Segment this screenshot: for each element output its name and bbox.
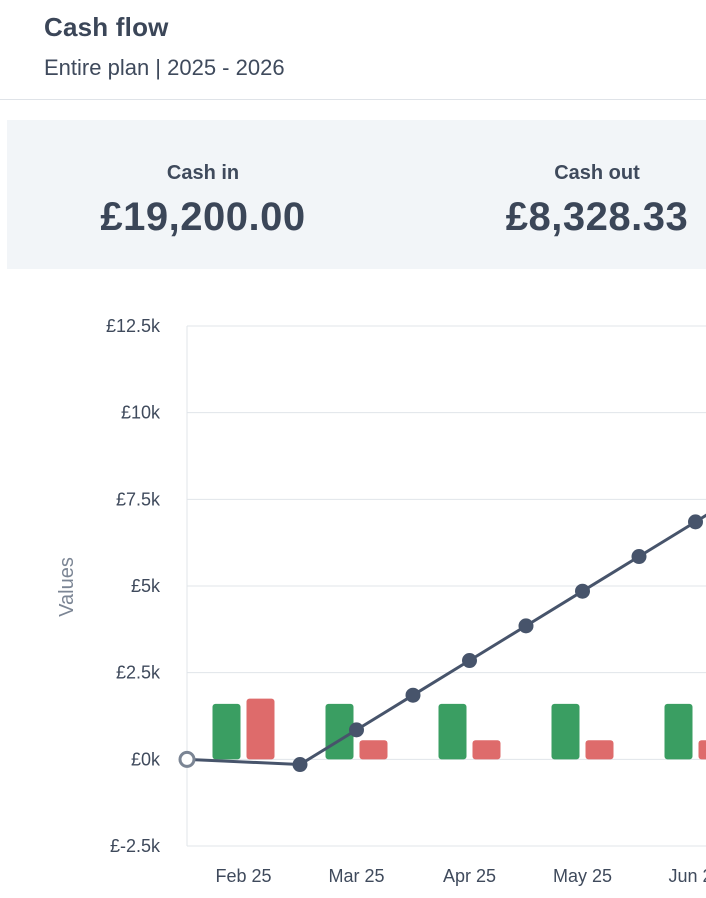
cash-out-bar[interactable] xyxy=(585,740,614,760)
cash-in-bar[interactable] xyxy=(438,703,467,760)
header: Cash flow Entire plan | 2025 - 2026 xyxy=(0,0,706,100)
x-tick-label: Feb 25 xyxy=(215,866,271,886)
chart-bars xyxy=(212,698,706,760)
x-tick-label: Apr 25 xyxy=(443,866,496,886)
cash-out-bar[interactable] xyxy=(246,698,275,760)
cash-out-label: Cash out xyxy=(554,162,640,184)
page-subtitle: Entire plan | 2025 - 2026 xyxy=(44,55,285,80)
cash-out-value: £8,328.33 xyxy=(505,195,689,239)
cash-in-bar[interactable] xyxy=(664,703,693,760)
balance-point[interactable] xyxy=(518,618,534,634)
balance-point[interactable] xyxy=(405,687,421,703)
chart-grid xyxy=(186,325,706,847)
cash-in-bar[interactable] xyxy=(551,703,580,760)
cash-flow-chart: £-2.5k £0k £2.5k £5k £7.5k £10k £12.5k Feb 25 M… xyxy=(56,316,706,886)
cash-in-value: £19,200.00 xyxy=(100,195,306,239)
y-tick-label: £-2.5k xyxy=(110,836,161,856)
y-tick-label: £2.5k xyxy=(116,663,161,683)
y-tick-label: £7.5k xyxy=(116,489,161,509)
balance-point[interactable] xyxy=(631,549,647,565)
cash-out-bar[interactable] xyxy=(359,740,388,760)
balance-point[interactable] xyxy=(178,750,196,768)
summary-panel: Cash in £19,200.00 Cash out £8,328.33 xyxy=(7,120,706,269)
balance-point[interactable] xyxy=(688,514,703,530)
x-tick-label: May 25 xyxy=(553,866,612,886)
balance-line-layer xyxy=(178,513,706,773)
x-tick-label: Mar 25 xyxy=(328,866,384,886)
balance-point[interactable] xyxy=(575,583,590,599)
y-tick-label: £0k xyxy=(131,749,161,769)
cash-out-bar[interactable] xyxy=(698,740,706,760)
balance-point[interactable] xyxy=(292,757,308,773)
x-tick-label: Jun 25 xyxy=(668,866,706,886)
balance-point[interactable] xyxy=(349,722,364,738)
y-tick-label: £5k xyxy=(131,576,161,596)
cash-out-bar[interactable] xyxy=(472,740,501,760)
cash-out-stat: Cash out £8,328.33 xyxy=(461,120,706,240)
y-tick-label: £12.5k xyxy=(106,316,161,336)
y-axis-ticks: £-2.5k £0k £2.5k £5k £7.5k £10k £12.5k xyxy=(106,316,161,856)
cash-in-stat: Cash in £19,200.00 xyxy=(67,120,339,240)
x-axis-ticks: Feb 25 Mar 25 Apr 25 May 25 Jun 25 xyxy=(215,866,706,886)
cash-in-label: Cash in xyxy=(166,162,240,184)
y-axis-title: Values xyxy=(56,557,78,617)
cash-in-bar[interactable] xyxy=(212,703,241,760)
y-tick-label: £10k xyxy=(121,403,161,423)
balance-point[interactable] xyxy=(462,653,477,669)
page-title: Cash flow xyxy=(44,12,169,42)
balance-line xyxy=(186,513,706,767)
